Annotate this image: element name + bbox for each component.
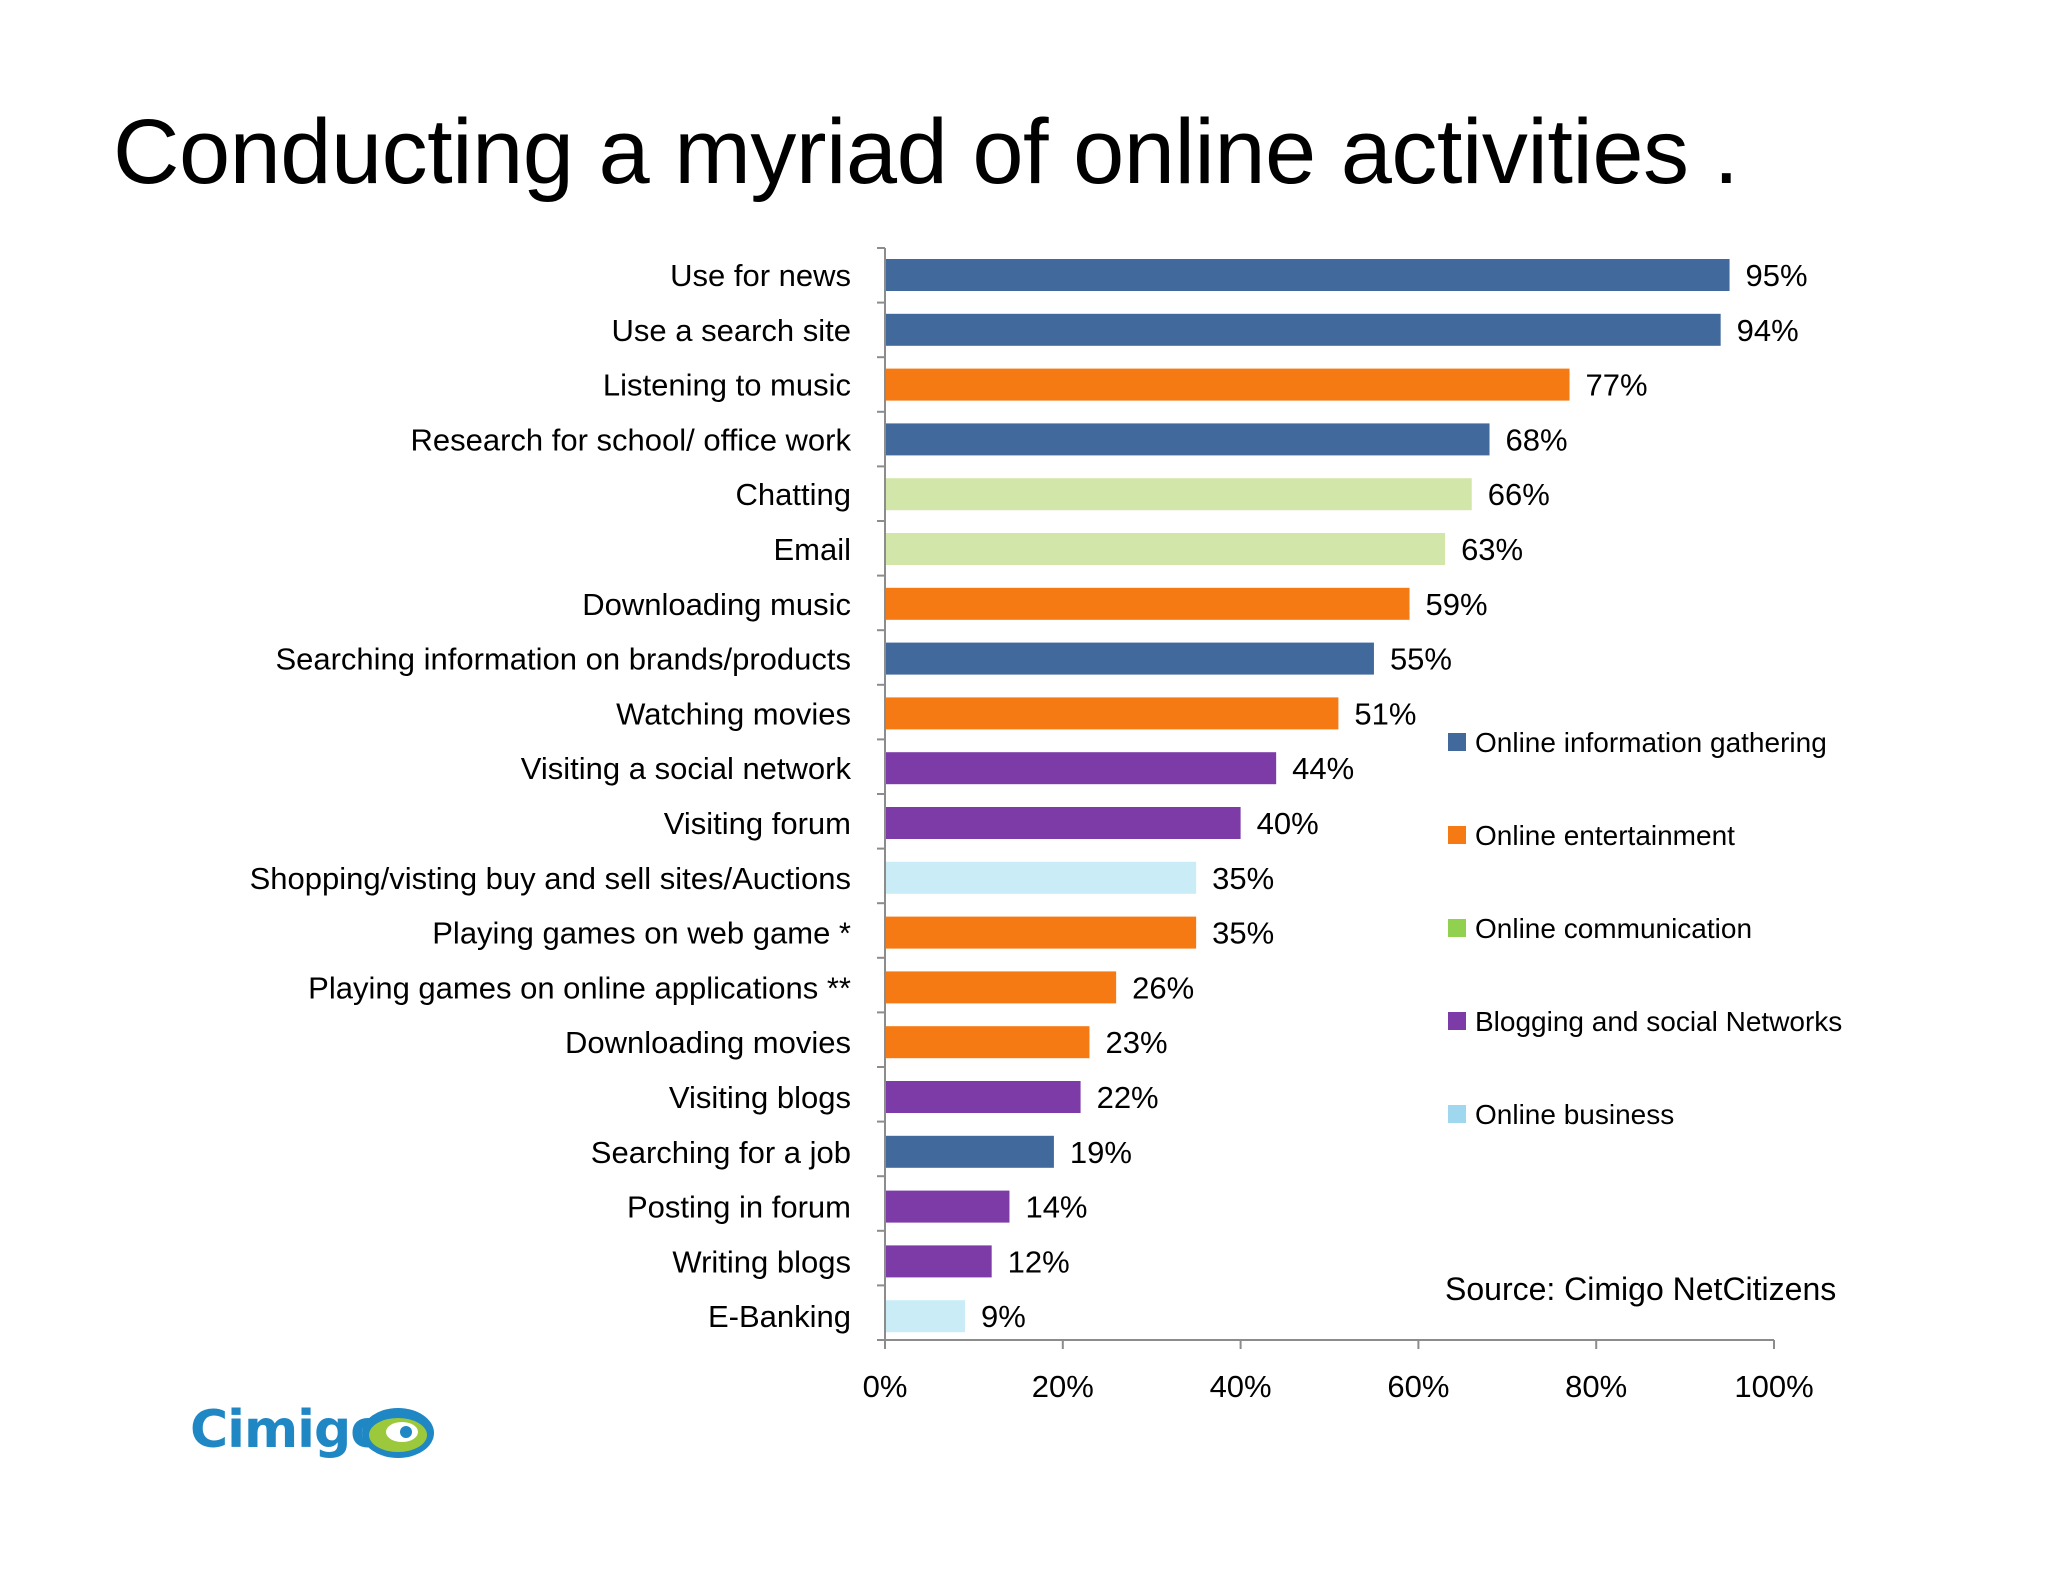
category-label: Posting in forum (627, 1190, 851, 1225)
category-label: Email (773, 532, 851, 567)
bar (885, 807, 1241, 839)
category-label: Searching for a job (591, 1135, 851, 1170)
bar (885, 1245, 992, 1278)
legend: Online information gathering Online enter… (1448, 727, 1842, 1130)
legend-swatch (1448, 733, 1466, 751)
axes-group: 0% 20% 40% 60% 80% 100% (863, 247, 1814, 1404)
value-label: 63% (1461, 532, 1523, 567)
category-label: Downloading movies (565, 1025, 851, 1060)
bar (885, 1300, 966, 1333)
bar (885, 752, 1277, 785)
category-label: Visiting a social network (521, 751, 852, 786)
value-label: 44% (1292, 751, 1354, 786)
value-label: 12% (1008, 1244, 1070, 1279)
bar (885, 1026, 1090, 1059)
value-label: 9% (981, 1299, 1026, 1334)
category-label: Playing games on online applications ** (308, 970, 851, 1005)
category-label: Playing games on web game * (432, 916, 851, 951)
eye-logo-icon (362, 1408, 434, 1458)
category-label: E-Banking (708, 1299, 851, 1334)
bar (885, 1135, 1054, 1168)
legend-label: Online business (1475, 1099, 1674, 1130)
legend-label: Blogging and social Networks (1475, 1006, 1842, 1037)
bar (885, 533, 1446, 565)
category-label: Shopping/visting buy and sell sites/Auct… (250, 861, 851, 896)
value-label: 55% (1390, 642, 1452, 677)
bar (885, 423, 1490, 456)
category-label: Writing blogs (672, 1244, 851, 1279)
legend-label: Online communication (1475, 913, 1752, 944)
legend-swatch (1448, 826, 1466, 844)
bar (885, 1190, 1010, 1223)
category-label: Searching information on brands/products (275, 642, 851, 677)
bar (885, 697, 1339, 730)
bar (885, 368, 1570, 401)
value-label: 66% (1488, 477, 1550, 512)
bar (885, 478, 1472, 511)
source-note: Source: Cimigo NetCitizens (1445, 1271, 1836, 1307)
x-tick-label: 40% (1210, 1369, 1272, 1404)
legend-swatch (1448, 919, 1466, 937)
bar (885, 259, 1730, 291)
x-tick-label: 60% (1387, 1369, 1449, 1404)
value-label: 23% (1105, 1025, 1167, 1060)
legend-label: Online information gathering (1475, 727, 1827, 758)
bar (885, 587, 1410, 620)
value-label: 68% (1506, 422, 1568, 457)
value-label: 35% (1212, 916, 1274, 951)
x-tick-label: 100% (1734, 1369, 1813, 1404)
slide-title: Conducting a myriad of online activities… (113, 101, 1739, 203)
value-label: 59% (1426, 587, 1488, 622)
value-label: 40% (1257, 806, 1319, 841)
category-label: Use a search site (612, 313, 852, 348)
category-label: Visiting forum (664, 806, 851, 841)
value-label: 19% (1070, 1135, 1132, 1170)
value-label: 26% (1132, 970, 1194, 1005)
x-tick-label: 0% (863, 1369, 908, 1404)
value-label: 94% (1737, 313, 1799, 348)
category-label: Watching movies (616, 696, 851, 731)
category-label: Downloading music (582, 587, 851, 622)
bar (885, 313, 1721, 346)
legend-swatch (1448, 1012, 1466, 1030)
value-label: 35% (1212, 861, 1274, 896)
bar (885, 861, 1197, 894)
category-label: Use for news (670, 258, 851, 293)
value-label: 77% (1586, 368, 1648, 403)
bar (885, 916, 1197, 949)
legend-swatch (1448, 1105, 1466, 1123)
category-label: Research for school/ office work (410, 422, 851, 457)
legend-label: Online entertainment (1475, 820, 1735, 851)
value-label: 22% (1097, 1080, 1159, 1115)
bar (885, 642, 1374, 675)
value-label: 51% (1354, 696, 1416, 731)
bar (885, 1081, 1081, 1113)
x-tick-label: 20% (1032, 1369, 1094, 1404)
value-label: 95% (1746, 258, 1808, 293)
value-label: 14% (1025, 1190, 1087, 1225)
cimigo-logo: Cimigo (190, 1398, 440, 1468)
bars-group: Use for news 95% Use a search site 94% Liste… (250, 258, 1808, 1334)
x-tick-label: 80% (1565, 1369, 1627, 1404)
category-label: Visiting blogs (669, 1080, 851, 1115)
logo-text: Cimigo (190, 1400, 386, 1460)
category-label: Listening to music (603, 368, 851, 403)
category-label: Chatting (736, 477, 851, 512)
bar (885, 971, 1117, 1004)
